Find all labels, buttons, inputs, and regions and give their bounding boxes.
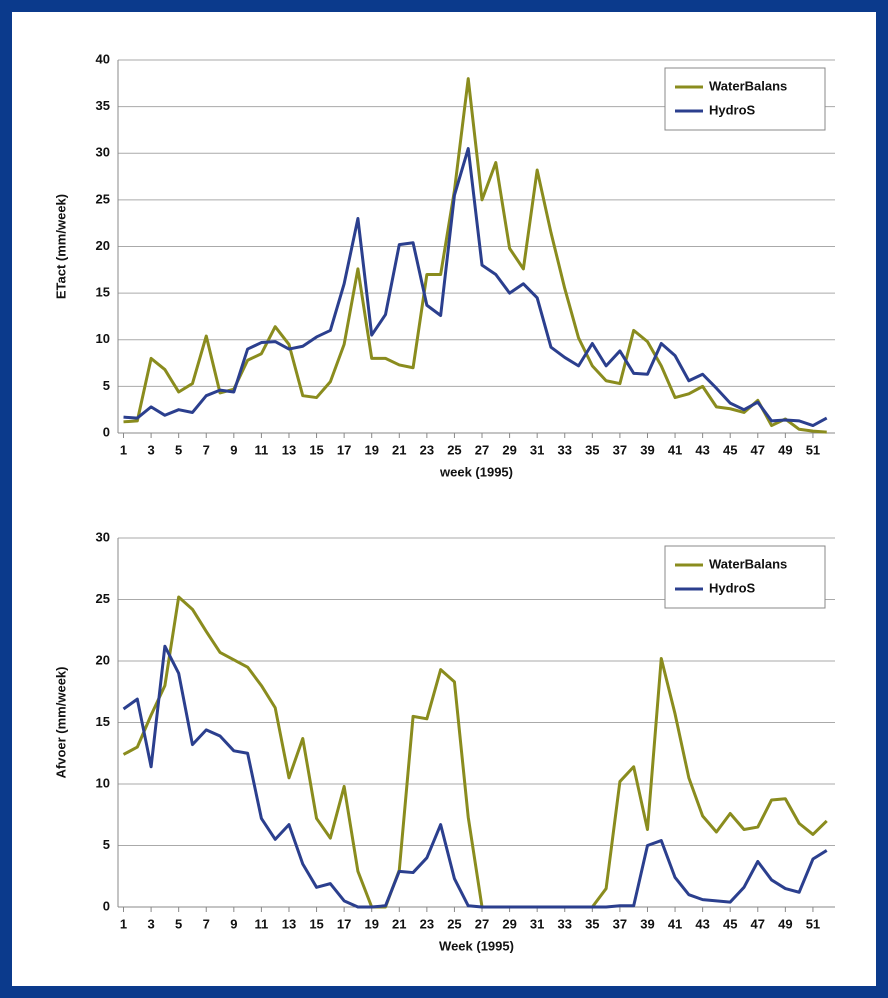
x-tick-label: 21: [392, 916, 406, 931]
x-tick-label: 35: [585, 916, 599, 931]
x-tick-label: 23: [420, 916, 434, 931]
x-tick-label: 51: [806, 916, 820, 931]
x-tick-label: 41: [668, 442, 682, 457]
x-tick-label: 25: [447, 916, 461, 931]
x-tick-label: 1: [120, 916, 127, 931]
x-tick-label: 49: [778, 442, 792, 457]
legend-label: HydroS: [709, 580, 756, 595]
line: [123, 147, 828, 428]
x-tick-label: 3: [147, 442, 154, 457]
y-tick-label: 0: [103, 898, 110, 913]
x-tick-label: 5: [175, 442, 182, 457]
x-tick-label: 13: [282, 916, 296, 931]
y-axis-label: ETact (mm/week): [53, 194, 68, 299]
x-tick-label: 11: [255, 916, 269, 931]
x-tick-label: 33: [558, 916, 572, 931]
y-axis-label: Afvoer (mm/week): [53, 667, 68, 779]
y-tick-label: 25: [96, 191, 110, 206]
x-tick-label: 29: [502, 916, 516, 931]
x-tick-label: 29: [502, 442, 516, 457]
x-tick-label: 49: [778, 916, 792, 931]
x-tick-label: 11: [255, 442, 269, 457]
x-tick-label: 47: [751, 442, 765, 457]
x-tick-label: 27: [475, 916, 489, 931]
x-tick-label: 17: [337, 442, 351, 457]
x-axis-label: Week (1995): [439, 938, 514, 953]
x-tick-label: 13: [282, 442, 296, 457]
y-tick-label: 30: [96, 529, 110, 544]
x-tick-label: 15: [309, 916, 323, 931]
x-tick-label: 45: [723, 442, 737, 457]
x-tick-label: 43: [695, 916, 709, 931]
y-tick-label: 5: [103, 837, 110, 852]
y-tick-label: 0: [103, 424, 110, 439]
x-tick-label: 9: [230, 442, 237, 457]
x-tick-label: 7: [203, 916, 210, 931]
y-tick-label: 10: [96, 331, 110, 346]
x-tick-label: 39: [640, 442, 654, 457]
x-tick-label: 35: [585, 442, 599, 457]
y-tick-label: 30: [96, 145, 110, 160]
x-tick-label: 17: [337, 916, 351, 931]
x-tick-label: 51: [806, 442, 820, 457]
y-tick-label: 15: [96, 714, 110, 729]
x-tick-label: 3: [147, 916, 154, 931]
legend-box: [664, 545, 826, 609]
y-tick-label: 35: [96, 98, 110, 113]
x-tick-label: 31: [530, 916, 544, 931]
x-tick-label: 1: [120, 442, 127, 457]
y-tick-label: 25: [96, 591, 110, 606]
line: [122, 644, 828, 909]
legend-label: HydroS: [709, 102, 756, 117]
x-tick-label: 37: [613, 916, 627, 931]
x-tick-label: 27: [475, 442, 489, 457]
x-tick-label: 37: [613, 442, 627, 457]
x-tick-label: 19: [364, 442, 378, 457]
x-tick-label: 43: [695, 442, 709, 457]
x-axis-label: week (1995): [439, 464, 513, 479]
x-tick-label: 25: [447, 442, 461, 457]
y-tick-label: 10: [96, 775, 110, 790]
x-tick-label: 39: [640, 916, 654, 931]
legend-box: [664, 67, 826, 131]
legend-label: WaterBalans: [709, 78, 787, 93]
x-tick-label: 33: [558, 442, 572, 457]
x-tick-label: 45: [723, 916, 737, 931]
x-tick-label: 31: [530, 442, 544, 457]
x-tick-label: 5: [175, 916, 182, 931]
x-tick-label: 7: [203, 442, 210, 457]
line: [122, 595, 828, 909]
x-tick-label: 9: [230, 916, 237, 931]
y-tick-label: 15: [96, 285, 110, 300]
y-tick-label: 20: [96, 238, 110, 253]
y-tick-label: 40: [96, 51, 110, 66]
x-tick-label: 23: [420, 442, 434, 457]
x-tick-label: 41: [668, 916, 682, 931]
y-tick-label: 5: [103, 378, 110, 393]
x-tick-label: 21: [392, 442, 406, 457]
y-tick-label: 20: [96, 652, 110, 667]
legend-label: WaterBalans: [709, 556, 787, 571]
x-tick-label: 19: [364, 916, 378, 931]
x-tick-label: 15: [309, 442, 323, 457]
x-tick-label: 47: [751, 916, 765, 931]
